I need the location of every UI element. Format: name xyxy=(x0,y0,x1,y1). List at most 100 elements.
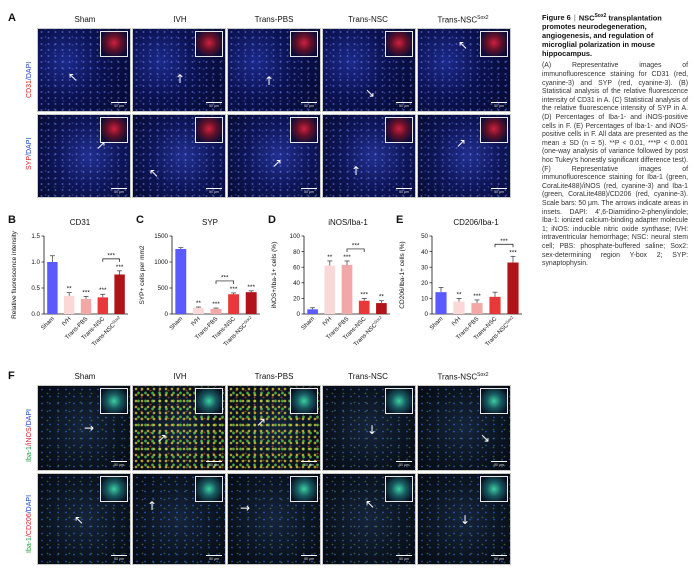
scale-bar: 50 μm xyxy=(206,188,222,194)
f-column-label-trans-pbs: Trans-PBS xyxy=(254,372,294,381)
arrow-icon: ↑ xyxy=(264,74,275,88)
significance-label: *** xyxy=(99,287,107,294)
inset-image xyxy=(290,117,318,143)
significance-label: ** xyxy=(67,286,73,293)
inset-image xyxy=(385,117,413,143)
arrow-icon: ↓ xyxy=(367,423,378,437)
y-tick-label: 10 xyxy=(421,296,428,303)
row-label-syp-dapi: SYP/DAPI xyxy=(26,137,33,170)
inset-image xyxy=(480,117,508,143)
inset-image xyxy=(100,117,128,143)
bar-trans-nscsox2 xyxy=(376,303,387,314)
comparison-bracket xyxy=(102,258,120,262)
scale-bar: 50 μm xyxy=(301,461,317,467)
panel-letter-f: F xyxy=(8,370,15,382)
comparison-bracket xyxy=(494,243,514,248)
micrograph-cd31-sham: ↖ 50 μm xyxy=(37,28,131,112)
significance-label: *** xyxy=(360,291,368,298)
bar-trans-nsc xyxy=(358,300,370,314)
y-tick-label: 20 xyxy=(421,280,428,287)
panel-letter-d: D xyxy=(268,214,276,226)
micrograph-syp-trans-nsc: ↑ 50 μm xyxy=(322,114,416,198)
y-axis-label: CD206/Iba-1+ cells (%) xyxy=(399,241,406,308)
micrograph-cd206-sham: ↖ 50 μm xyxy=(37,473,131,565)
y-tick-label: 50 xyxy=(421,233,428,240)
arrow-icon: → xyxy=(84,421,95,435)
x-tick-label: IVH xyxy=(451,316,462,327)
panel-letter-e: E xyxy=(396,214,404,226)
y-tick-label: 0 xyxy=(165,311,169,318)
inset-image xyxy=(290,476,318,502)
comparison-bracket xyxy=(346,248,365,252)
significance-label: ** xyxy=(196,300,202,307)
x-tick-label: IVH xyxy=(61,316,72,327)
y-tick-label: 1.5 xyxy=(31,233,40,240)
bar-trans-nsc xyxy=(228,294,240,314)
significance-label: *** xyxy=(473,293,481,300)
micrograph-cd206-trans-pbs: → 50 μm xyxy=(227,473,321,565)
scale-bar: 50 μm xyxy=(206,102,222,108)
bar-sham xyxy=(435,292,447,314)
column-label-trans-nsc-sox2: Trans-NSCSox2 xyxy=(437,15,489,25)
bar-chart-syp: SYP+ cells per mm2 0 500 1000 1500 Sham ** IVH *… xyxy=(139,233,260,348)
inset-image xyxy=(480,388,508,414)
bar-trans-nscsox2 xyxy=(507,262,519,314)
scale-bar: 50 μm xyxy=(396,102,412,108)
micrograph-cd31-ivh: ↑ 50 μm xyxy=(132,28,226,112)
inset-image xyxy=(100,31,128,57)
bar-trans-pbs xyxy=(80,298,92,314)
y-axis-label: Relative fluorescence intensity xyxy=(11,230,18,319)
caption-heading: Figure 6 | NSCSox2 transplantation promote… xyxy=(542,13,662,59)
bar-chart-cd31: Relative fluorescence intensity 0.0 0.5 1.0… xyxy=(11,230,128,348)
y-tick-label: 500 xyxy=(158,285,169,292)
chart-title-cd206-iba1: CD206/Iba-1 xyxy=(453,218,499,227)
chart-title-inos-iba1: iNOS/Iba-1 xyxy=(328,218,368,227)
arrow-icon: ↗ xyxy=(96,138,107,152)
inset-image xyxy=(480,31,508,57)
arrow-icon: → xyxy=(240,501,251,515)
bar-ivh xyxy=(192,307,204,314)
micrograph-inos-trans-nsc: ↓ 50 μm xyxy=(322,385,416,471)
inset-image xyxy=(385,476,413,502)
micrograph-syp-trans-pbs: ↗ 50 μm xyxy=(227,114,321,198)
x-tick-label: Sham xyxy=(40,316,55,331)
arrow-icon: ↗ xyxy=(456,136,467,150)
bracket-significance-label: *** xyxy=(221,274,229,281)
significance-label: *** xyxy=(82,289,90,296)
significance-label: ** xyxy=(327,254,333,261)
significance-label: *** xyxy=(116,264,124,271)
y-tick-label: 20 xyxy=(293,296,300,303)
y-tick-label: 40 xyxy=(293,280,300,287)
scale-bar: 50 μm xyxy=(111,102,127,108)
bar-trans-nscsox2 xyxy=(245,292,257,314)
bar-sham xyxy=(307,309,318,314)
micrograph-cd31-trans-pbs: ↑ 50 μm xyxy=(227,28,321,112)
x-tick-label: Sham xyxy=(301,316,316,331)
bar-sham xyxy=(175,249,187,314)
scale-bar: 50 μm xyxy=(491,555,507,561)
f-column-label-ivh: IVH xyxy=(173,372,187,381)
y-tick-label: 60 xyxy=(293,264,300,271)
significance-label: ** xyxy=(379,294,385,301)
y-tick-label: 30 xyxy=(421,264,428,271)
scale-bar: 50 μm xyxy=(111,188,127,194)
inset-image xyxy=(100,388,128,414)
y-axis-label: iNOS+/Iba-1+ cells (%) xyxy=(271,242,278,308)
bar-chart-cd206-iba1: CD206/Iba-1+ cells (%) 0 10 20 30 40 50 Sham ** I… xyxy=(399,233,522,348)
scale-bar: 50 μm xyxy=(301,102,317,108)
y-tick-label: 0 xyxy=(297,311,301,318)
scale-bar: 50 μm xyxy=(396,461,412,467)
inset-image xyxy=(195,117,223,143)
bar-trans-nsc xyxy=(97,297,109,314)
micrograph-cd206-trans-nsc-sox2: ↓ 50 μm xyxy=(417,473,511,565)
micrograph-cd31-trans-nsc: ↘ 50 μm xyxy=(322,28,416,112)
bracket-significance-label: *** xyxy=(352,242,360,249)
y-tick-label: 1500 xyxy=(154,233,168,240)
bar-ivh xyxy=(324,265,336,314)
micrograph-cd31-trans-nsc-sox2: ↖ 50 μm xyxy=(417,28,511,112)
bar-sham xyxy=(47,262,58,314)
comparison-bracket xyxy=(215,280,234,284)
scale-bar: 50 μm xyxy=(491,461,507,467)
y-tick-label: 80 xyxy=(293,249,300,256)
panel-letter-c: C xyxy=(136,214,144,226)
